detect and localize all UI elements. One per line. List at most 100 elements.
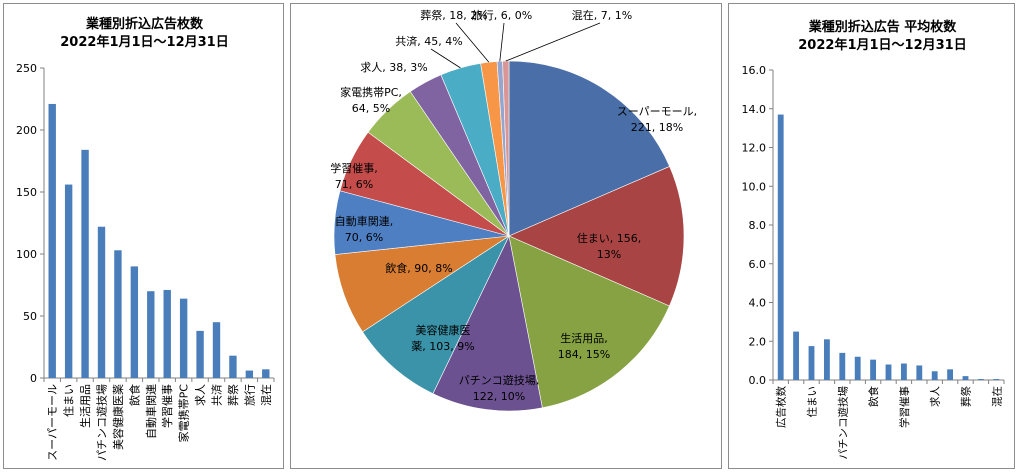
bar bbox=[163, 289, 171, 378]
bar bbox=[793, 331, 800, 380]
y-tick-label: 50 bbox=[23, 310, 37, 323]
bar bbox=[130, 266, 139, 378]
leader-line bbox=[455, 22, 490, 63]
bar-chart-average: 0.0 2.0 4.0 6.0 8.0 10.0 12.0 14.0 16.0 広告枚数 住まい パチ… bbox=[742, 64, 1005, 460]
x-tick-label: パチンコ遊技場 bbox=[836, 386, 849, 460]
data-label: 混在, 7, 1% bbox=[572, 9, 632, 22]
y-tick-label: 16.0 bbox=[742, 64, 767, 77]
data-label: パチンコ遊技場, bbox=[459, 373, 540, 387]
bar bbox=[262, 369, 270, 378]
pie-slice bbox=[508, 235, 670, 409]
bar bbox=[823, 339, 830, 380]
y-tick-label: 250 bbox=[16, 62, 37, 75]
x-tick-label: 求人 bbox=[194, 384, 207, 406]
data-label: 184, 15% bbox=[558, 348, 610, 361]
bar bbox=[931, 371, 938, 380]
bar bbox=[900, 363, 907, 380]
bar bbox=[179, 298, 188, 378]
data-label: 薬, 103, 9% bbox=[411, 340, 474, 353]
bar bbox=[977, 379, 984, 380]
x-tick-label: スーパーモール bbox=[46, 384, 59, 461]
bar bbox=[777, 114, 784, 380]
data-label: 64, 5% bbox=[352, 102, 390, 115]
bar bbox=[48, 103, 56, 379]
bar bbox=[114, 250, 122, 378]
x-tick-label: 混在 bbox=[260, 384, 273, 406]
y-tick-label: 14.0 bbox=[742, 103, 767, 116]
data-label: 葬祭, 18, 2% bbox=[420, 9, 487, 22]
bar bbox=[947, 369, 954, 380]
y-tick-label: 2.0 bbox=[749, 335, 767, 348]
chart-panel-count: 業種別折込広告枚数 2022年1月1日～12月31日 0 50 100 150 200 2… bbox=[3, 3, 284, 469]
chart-panel-average: 業種別折込広告 平均枚数 2022年1月1日～12月31日 0.0 2.0 4.0 6… bbox=[728, 3, 1015, 469]
chart-title: 業種別折込広告 平均枚数 bbox=[808, 20, 957, 35]
pie-slice bbox=[508, 60, 670, 237]
chart-panel-share: スーパーモール, 221, 18% 住まい, 156, 13% 生活用品, 184, 15… bbox=[290, 3, 722, 469]
bar bbox=[885, 364, 892, 380]
data-label: 学習催事, bbox=[330, 161, 378, 175]
bar bbox=[196, 330, 204, 378]
x-tick-label: 学習催事 bbox=[160, 384, 174, 428]
chart-subtitle: 2022年1月1日～12月31日 bbox=[60, 35, 229, 50]
bar bbox=[212, 322, 221, 378]
y-tick-label: 150 bbox=[16, 186, 37, 199]
bar bbox=[854, 356, 861, 380]
data-label: 221, 18% bbox=[631, 121, 683, 134]
data-label: 70, 6% bbox=[345, 231, 383, 244]
data-label: 71, 6% bbox=[335, 178, 373, 191]
x-tick-label: 自動車関連 bbox=[144, 384, 158, 439]
pie-slice bbox=[432, 235, 543, 412]
x-tick-label: 混在 bbox=[991, 386, 1003, 407]
bar bbox=[916, 365, 923, 380]
data-label: スーパーモール, bbox=[617, 105, 697, 118]
x-tick-label: 葬祭 bbox=[961, 386, 973, 407]
y-tick-label: 100 bbox=[16, 248, 37, 261]
bar bbox=[229, 355, 237, 378]
x-tick-label: 葬祭 bbox=[227, 384, 240, 406]
data-label: 家電携帯PC, bbox=[340, 85, 402, 99]
x-tick-label: パチンコ遊技場 bbox=[95, 384, 109, 461]
x-tick-label: 飲食 bbox=[867, 386, 880, 407]
x-tick-label: 旅行 bbox=[242, 384, 256, 406]
x-tick-label: 飲食 bbox=[127, 384, 141, 406]
y-tick-label: 8.0 bbox=[749, 219, 767, 232]
leader-line bbox=[505, 22, 601, 62]
x-tick-label: 生活用品 bbox=[78, 384, 92, 428]
bar bbox=[993, 379, 1000, 380]
chart-title: 業種別折込広告枚数 bbox=[85, 17, 203, 32]
bar bbox=[64, 184, 73, 378]
leader-line bbox=[499, 22, 505, 62]
x-tick-label: 共済 bbox=[210, 384, 224, 406]
data-label: 求人, 38, 3% bbox=[360, 61, 427, 74]
pie-slice bbox=[508, 166, 685, 307]
x-tick-label: 住まい bbox=[62, 384, 76, 417]
y-tick-label: 6.0 bbox=[749, 258, 767, 271]
bar bbox=[870, 359, 877, 380]
data-label: 122, 10% bbox=[473, 390, 525, 403]
data-label: 美容健康医 bbox=[416, 323, 471, 337]
y-tick-label: 12.0 bbox=[742, 142, 767, 155]
y-tick-label: 4.0 bbox=[749, 297, 767, 310]
bar bbox=[808, 346, 815, 380]
x-tick-label: 家電携帯PC bbox=[177, 384, 191, 443]
bar bbox=[97, 226, 106, 378]
x-tick-label: 広告枚数 bbox=[775, 386, 788, 428]
y-tick-label: 200 bbox=[16, 124, 37, 137]
x-tick-label: 美容健康医薬 bbox=[111, 384, 125, 450]
x-tick-label: 学習催事 bbox=[898, 386, 911, 428]
x-tick-label: 住まい bbox=[806, 386, 819, 418]
data-label: 飲食, 90, 8% bbox=[385, 261, 452, 275]
data-label: 13% bbox=[597, 248, 621, 261]
y-tick-label: 0.0 bbox=[749, 374, 767, 387]
data-label: 住まい, 156, bbox=[577, 231, 642, 245]
chart-subtitle: 2022年1月1日～12月31日 bbox=[798, 38, 967, 53]
data-label: 自動車関連, bbox=[335, 214, 394, 228]
bar bbox=[147, 291, 155, 378]
pie-chart-share: スーパーモール, 221, 18% 住まい, 156, 13% 生活用品, 184, 15… bbox=[330, 8, 697, 412]
bar bbox=[245, 370, 254, 378]
bar bbox=[839, 352, 846, 380]
x-tick-label: 求人 bbox=[930, 386, 942, 407]
y-tick-label: 0 bbox=[30, 372, 37, 385]
data-label: 共済, 45, 4% bbox=[395, 34, 462, 48]
bar bbox=[81, 149, 89, 378]
